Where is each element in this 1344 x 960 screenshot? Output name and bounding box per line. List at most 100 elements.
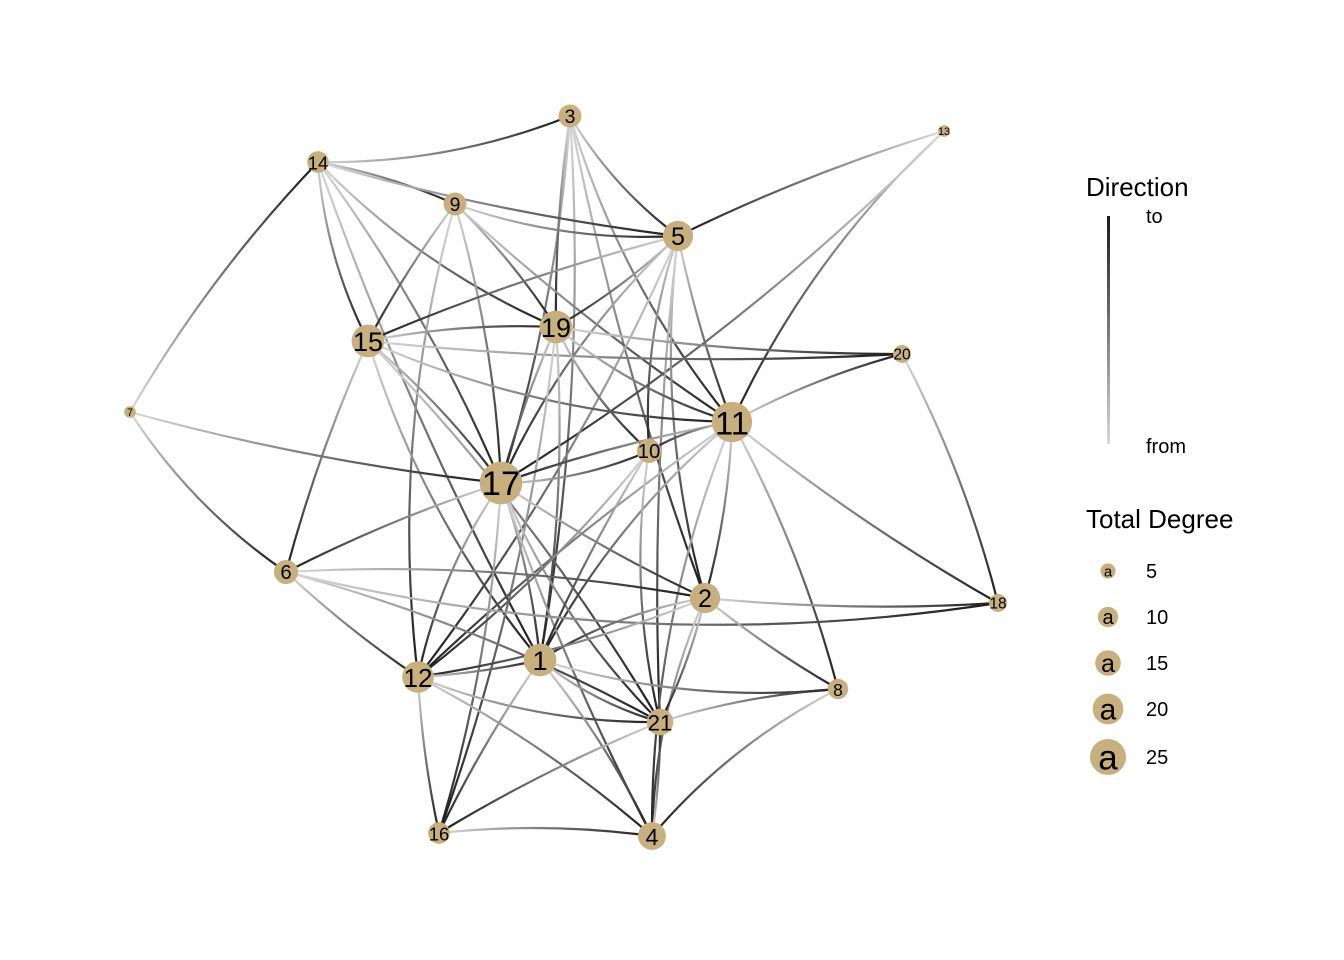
node-18-label: 18	[989, 596, 1006, 613]
node-5-label: 5	[671, 223, 685, 251]
edge-7-6	[129, 411, 287, 573]
edge-11-8	[731, 421, 840, 690]
node-1-label: 1	[532, 646, 547, 676]
legend-degree-label-20: 20	[1146, 699, 1168, 721]
edge-6-2	[285, 567, 706, 600]
edge-9-17	[453, 203, 503, 484]
legend-degree-glyph-15: a	[1101, 650, 1115, 678]
node-12-circle	[402, 661, 434, 693]
edge-2-1	[539, 596, 706, 661]
node-5: 5	[662, 220, 694, 252]
edge-5-11	[676, 235, 734, 423]
node-4-label: 4	[646, 824, 659, 850]
edge-17-16	[437, 482, 503, 834]
node-7-circle	[124, 406, 136, 418]
node-8-label: 8	[833, 680, 843, 700]
edge-7-14	[129, 161, 319, 413]
edge-11-1	[539, 421, 733, 661]
node-5-circle	[662, 220, 694, 252]
edge-9-15	[367, 203, 456, 342]
node-16-label: 16	[429, 824, 450, 845]
edge-17-21	[499, 482, 661, 723]
node-17-label: 17	[482, 465, 520, 503]
edge-19-11	[555, 326, 733, 424]
edge-14-3	[317, 114, 571, 164]
edge-5-17	[499, 235, 679, 484]
node-10-label: 10	[638, 441, 661, 463]
edge-13-17	[500, 130, 945, 484]
node-14-circle	[307, 151, 329, 173]
legend-degree-key-10	[1097, 606, 1119, 628]
edge-14-9	[317, 160, 456, 206]
node-21-circle	[646, 708, 674, 736]
edge-5-21	[656, 235, 680, 723]
edge-9-5	[454, 202, 679, 238]
node-2: 2	[689, 582, 721, 614]
edge-20-18	[901, 353, 1000, 604]
node-17-circle	[479, 461, 523, 505]
legend-degree-label-25: 25	[1146, 747, 1168, 769]
node-10-circle	[636, 438, 662, 464]
node-1-circle	[523, 643, 557, 677]
legend-degree-glyph-5: a	[1104, 564, 1113, 581]
node-7: 7	[124, 406, 136, 419]
edge-3-19	[554, 115, 572, 328]
node-13-label: 13	[938, 126, 950, 138]
legend-degree-glyph-25: a	[1098, 739, 1118, 778]
edge-17-2	[500, 482, 706, 599]
node-9-label: 9	[450, 194, 461, 216]
edge-2-8	[704, 597, 839, 690]
node-13-circle	[938, 125, 950, 137]
edge-19-20	[555, 325, 903, 356]
edge-1-16	[438, 659, 541, 834]
node-4: 4	[638, 822, 666, 850]
edge-19-16	[437, 326, 558, 834]
legend-degree-label-5: 5	[1146, 561, 1157, 583]
edge-17-6	[285, 481, 502, 573]
legend-degree-key-20	[1092, 693, 1124, 725]
edge-15-1	[366, 340, 541, 661]
node-4-circle	[638, 822, 666, 850]
edge-15-20	[367, 339, 903, 361]
edge-9-19	[454, 203, 557, 328]
edge-10-1	[538, 450, 650, 661]
edge-21-16	[438, 720, 661, 834]
node-6: 6	[273, 559, 299, 585]
edge-2-12	[417, 596, 706, 679]
edge-14-19	[317, 161, 557, 329]
edge-7-17	[129, 410, 502, 485]
edge-9-11	[454, 203, 733, 423]
node-20-label: 20	[893, 347, 911, 364]
edge-11-2	[703, 421, 734, 599]
legend-degree-glyph-20: a	[1100, 694, 1117, 727]
node-9: 9	[443, 192, 467, 216]
edge-3-11	[568, 115, 733, 423]
node-9-circle	[443, 192, 467, 216]
node-20-circle	[893, 345, 911, 363]
node-19-circle	[539, 310, 573, 344]
edge-17-12	[416, 482, 502, 678]
node-11-label: 11	[715, 405, 749, 442]
edge-12-21	[417, 675, 661, 724]
edge-3-5	[569, 115, 679, 237]
node-12: 12	[402, 661, 434, 693]
legend-direction: Direction to from	[1086, 172, 1189, 458]
edge-14-1	[316, 161, 541, 661]
node-20: 20	[893, 345, 911, 364]
node-7-label: 7	[127, 407, 133, 419]
node-1: 1	[523, 643, 557, 677]
legend-direction-to-label: to	[1146, 206, 1163, 228]
edge-9-12	[408, 203, 457, 678]
node-16-circle	[428, 822, 450, 844]
node-10: 10	[636, 438, 662, 464]
edge-19-10	[555, 326, 650, 452]
node-18: 18	[989, 594, 1007, 613]
legend-degree-label-10: 10	[1146, 607, 1168, 629]
node-14-label: 14	[308, 153, 329, 174]
edge-13-5	[677, 129, 945, 237]
node-21-label: 21	[648, 711, 673, 736]
edge-14-5	[317, 160, 679, 238]
node-18-circle	[989, 594, 1007, 612]
